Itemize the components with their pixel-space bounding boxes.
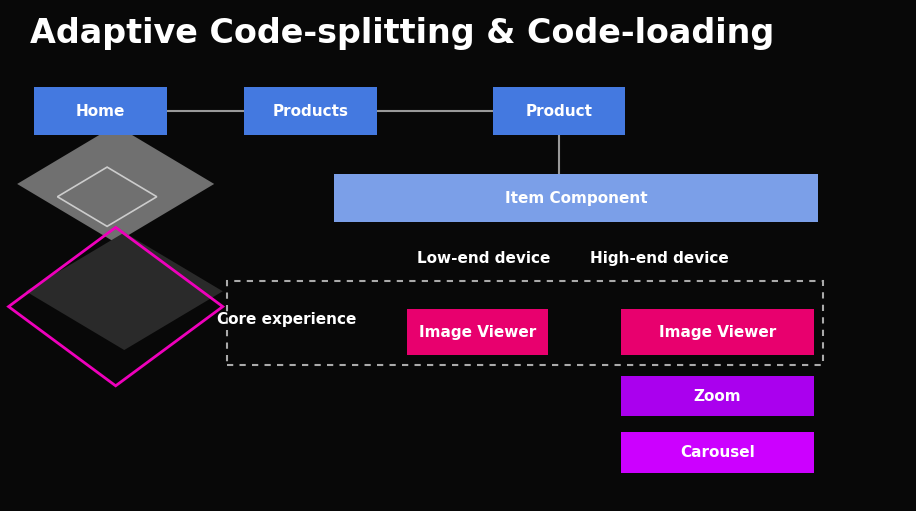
FancyBboxPatch shape [621,309,814,355]
Text: Product: Product [526,104,593,119]
FancyBboxPatch shape [245,87,377,135]
Text: Core experience: Core experience [217,312,356,327]
Text: Adaptive Code-splitting & Code-loading: Adaptive Code-splitting & Code-loading [30,17,774,50]
FancyBboxPatch shape [334,174,818,222]
Text: Products: Products [273,104,349,119]
FancyBboxPatch shape [621,376,814,416]
FancyBboxPatch shape [493,87,626,135]
Text: High-end device: High-end device [591,250,729,266]
FancyBboxPatch shape [34,87,167,135]
Polygon shape [17,125,214,243]
FancyBboxPatch shape [407,309,549,355]
Text: Low-end device: Low-end device [418,250,551,266]
Text: Item Component: Item Component [505,191,648,205]
FancyBboxPatch shape [621,432,814,473]
Polygon shape [26,233,223,350]
Text: Image Viewer: Image Viewer [419,324,536,340]
Text: Image Viewer: Image Viewer [659,324,776,340]
Text: Zoom: Zoom [693,388,741,404]
Text: Carousel: Carousel [681,445,755,460]
Text: Home: Home [76,104,125,119]
